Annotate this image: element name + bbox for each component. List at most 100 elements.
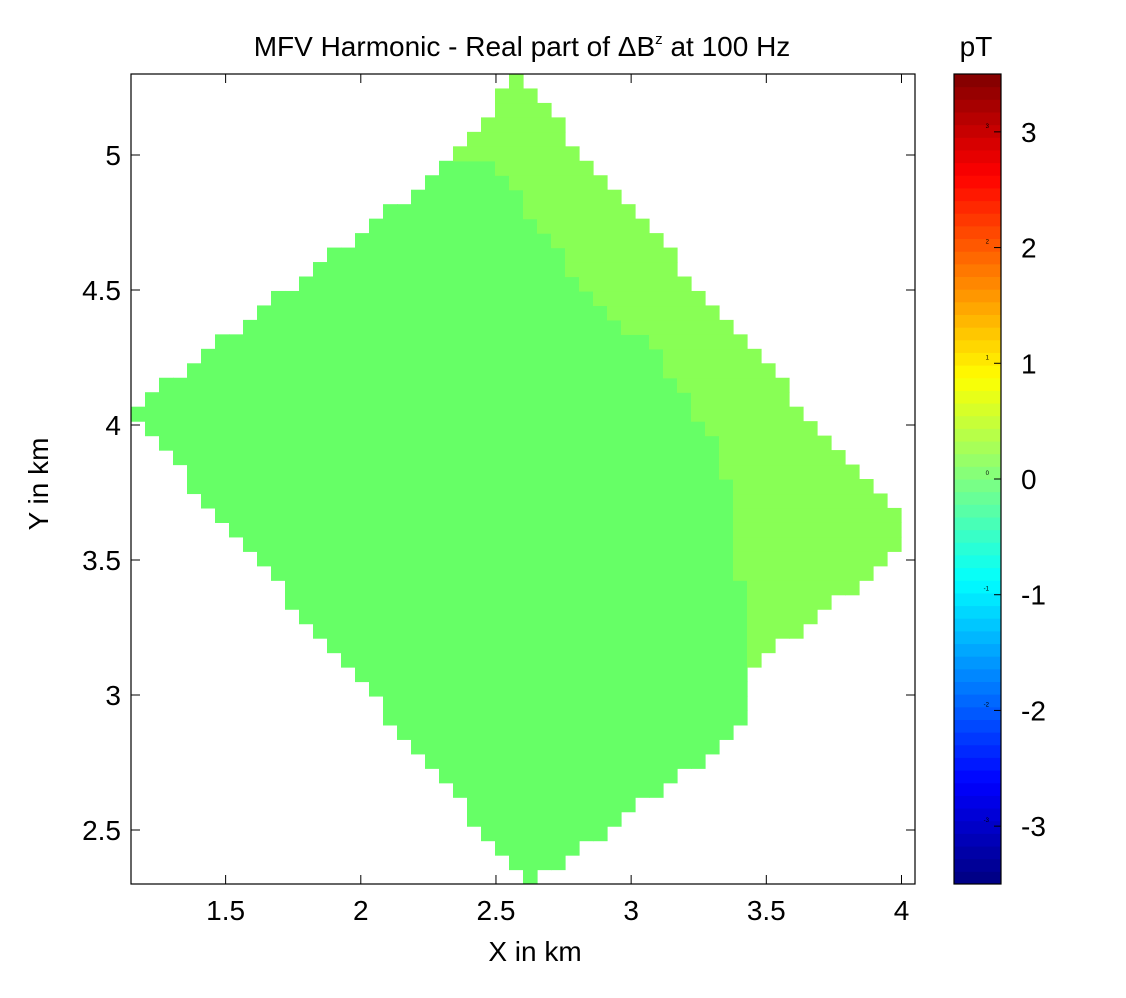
heatmap-cell bbox=[831, 493, 846, 509]
heatmap-cell bbox=[299, 479, 314, 495]
colorbar-band bbox=[954, 833, 1001, 847]
heatmap-cell bbox=[719, 421, 734, 437]
heatmap-cell bbox=[649, 695, 664, 712]
heatmap-cell bbox=[621, 450, 636, 466]
heatmap-cell bbox=[495, 710, 510, 726]
heatmap-cell bbox=[299, 464, 314, 480]
heatmap-cell bbox=[593, 479, 608, 495]
heatmap-cell bbox=[537, 131, 552, 147]
heatmap-cell bbox=[313, 536, 328, 552]
heatmap-cell bbox=[411, 406, 426, 422]
heatmap-cell bbox=[691, 450, 706, 466]
heatmap-cell bbox=[271, 334, 286, 350]
heatmap-cell bbox=[565, 609, 580, 625]
heatmap-cell bbox=[495, 450, 510, 466]
heatmap-cell bbox=[565, 724, 580, 740]
colorbar-band bbox=[954, 327, 1001, 341]
heatmap-cell bbox=[551, 695, 566, 712]
heatmap-cell bbox=[523, 421, 538, 437]
heatmap-cell bbox=[159, 392, 174, 408]
heatmap-cell bbox=[705, 392, 720, 408]
heatmap-cell bbox=[439, 753, 454, 769]
heatmap-cell bbox=[635, 247, 650, 263]
heatmap-cell bbox=[537, 565, 552, 581]
heatmap-cell bbox=[509, 377, 524, 393]
heatmap-cell bbox=[411, 507, 426, 523]
heatmap-cell bbox=[621, 421, 636, 437]
colorbar-band bbox=[954, 99, 1001, 113]
heatmap-cell bbox=[579, 493, 594, 509]
heatmap-cell bbox=[453, 768, 468, 784]
heatmap-cell bbox=[383, 305, 398, 321]
heatmap-cell bbox=[481, 175, 496, 191]
colorbar-tick-label: 2 bbox=[1021, 233, 1037, 264]
heatmap-cell bbox=[173, 435, 188, 451]
heatmap-cell bbox=[355, 276, 370, 292]
heatmap-cell bbox=[425, 507, 440, 523]
heatmap-cell bbox=[579, 768, 594, 784]
heatmap-cell bbox=[649, 377, 664, 393]
heatmap-cell bbox=[369, 551, 384, 567]
heatmap-cell bbox=[649, 768, 664, 784]
heatmap-cell bbox=[677, 580, 692, 596]
heatmap-cell bbox=[887, 522, 902, 538]
heatmap-cell bbox=[733, 435, 748, 451]
heatmap-cell bbox=[397, 464, 412, 480]
heatmap-cell bbox=[635, 305, 650, 321]
heatmap-cell bbox=[635, 681, 650, 697]
heatmap-cell bbox=[313, 493, 328, 509]
heatmap-cell bbox=[663, 363, 678, 379]
colorbar-band bbox=[954, 86, 1001, 100]
heatmap-cell bbox=[607, 435, 622, 451]
heatmap-cell bbox=[257, 435, 272, 451]
heatmap-cell bbox=[551, 334, 566, 350]
heatmap-cell bbox=[719, 681, 734, 697]
heatmap-cell bbox=[369, 681, 384, 697]
colorbar-band bbox=[954, 187, 1001, 202]
heatmap-cell bbox=[369, 276, 384, 292]
heatmap-cell bbox=[341, 363, 356, 379]
heatmap-cell bbox=[691, 377, 706, 393]
heatmap-cell bbox=[621, 768, 636, 784]
heatmap-cell bbox=[607, 565, 622, 581]
heatmap-cell bbox=[439, 609, 454, 625]
heatmap-cell bbox=[705, 710, 720, 726]
heatmap-cell bbox=[355, 334, 370, 350]
heatmap-cell bbox=[355, 421, 370, 437]
y-tick-label: 4 bbox=[105, 410, 121, 441]
heatmap-cell bbox=[495, 131, 510, 147]
heatmap-cell bbox=[257, 507, 272, 523]
heatmap-cell bbox=[789, 609, 804, 625]
heatmap-cell bbox=[579, 609, 594, 625]
heatmap-cell bbox=[439, 493, 454, 509]
heatmap-cell bbox=[355, 450, 370, 466]
heatmap-cell bbox=[313, 522, 328, 538]
heatmap-cell bbox=[411, 334, 426, 350]
heatmap-cell bbox=[691, 392, 706, 408]
heatmap-cell bbox=[677, 276, 692, 292]
heatmap-cell bbox=[369, 450, 384, 466]
heatmap-cell bbox=[663, 406, 678, 422]
heatmap-cell bbox=[467, 594, 482, 610]
heatmap-cell bbox=[677, 392, 692, 408]
heatmap-cell bbox=[803, 493, 818, 509]
heatmap-cell bbox=[649, 536, 664, 552]
heatmap-cell bbox=[355, 290, 370, 307]
heatmap-cell bbox=[537, 348, 552, 364]
heatmap-cell bbox=[677, 348, 692, 364]
heatmap-cell bbox=[761, 479, 776, 495]
heatmap-cell bbox=[187, 435, 202, 451]
heatmap-cell bbox=[551, 710, 566, 726]
heatmap-cell bbox=[383, 421, 398, 437]
heatmap-cell bbox=[327, 565, 342, 581]
heatmap-cell bbox=[411, 638, 426, 654]
heatmap-cell bbox=[383, 276, 398, 292]
heatmap-cell bbox=[481, 507, 496, 523]
heatmap-cell bbox=[663, 493, 678, 509]
heatmap-cell bbox=[565, 363, 580, 379]
heatmap-cell bbox=[425, 638, 440, 654]
heatmap-cell bbox=[607, 319, 622, 335]
heatmap-cell bbox=[579, 782, 594, 798]
heatmap-cell bbox=[271, 305, 286, 321]
heatmap-cell bbox=[439, 464, 454, 480]
